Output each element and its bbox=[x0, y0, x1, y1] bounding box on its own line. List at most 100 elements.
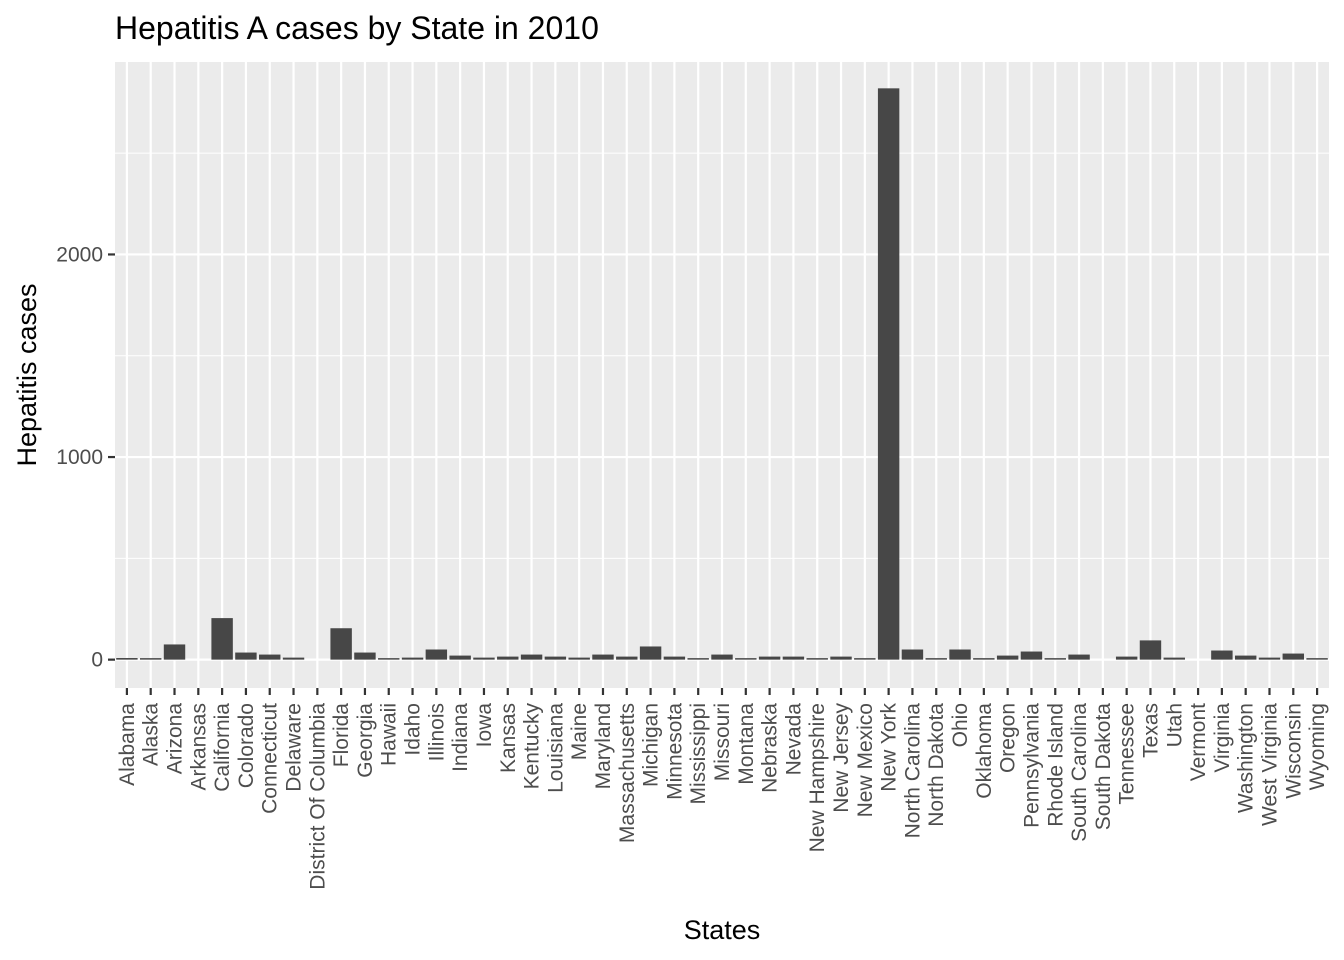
x-tick-label: Kentucky bbox=[521, 703, 544, 790]
y-tick-label: 2000 bbox=[56, 243, 103, 266]
x-tick-label: Florida bbox=[330, 703, 353, 768]
x-tick-label: Michigan bbox=[640, 703, 663, 787]
bar bbox=[544, 656, 567, 660]
bar bbox=[282, 657, 305, 660]
x-tick-label: Ohio bbox=[949, 703, 972, 747]
x-tick-label: West Virginia bbox=[1258, 703, 1281, 826]
x-tick-label: Pennsylvania bbox=[1020, 703, 1043, 828]
x-tick-label: California bbox=[211, 703, 234, 792]
y-axis-title: Hepatitis cases bbox=[12, 283, 42, 466]
bar bbox=[830, 656, 852, 660]
x-tick-label: Louisiana bbox=[544, 703, 567, 793]
x-tick-label: Maine bbox=[568, 703, 591, 760]
x-tick-label: Nebraska bbox=[759, 703, 782, 793]
chart-title: Hepatitis A cases by State in 2010 bbox=[115, 10, 599, 46]
bar bbox=[782, 656, 805, 660]
x-tick-label: Alaska bbox=[140, 703, 163, 766]
bar bbox=[1068, 654, 1090, 660]
x-tick-label: Nevada bbox=[782, 703, 805, 776]
bar bbox=[1258, 657, 1281, 660]
bar bbox=[163, 644, 186, 660]
x-tick-label: Kansas bbox=[497, 703, 520, 773]
bar bbox=[1306, 658, 1328, 660]
bar bbox=[401, 657, 424, 660]
x-axis-title: States bbox=[684, 915, 761, 945]
bar bbox=[259, 654, 281, 660]
bar bbox=[473, 657, 495, 660]
x-tick-label: Delaware bbox=[283, 703, 306, 792]
bar bbox=[449, 655, 471, 660]
x-tick-label: South Dakota bbox=[1092, 703, 1115, 831]
bar bbox=[425, 649, 448, 660]
x-tick-label: Wisconsin bbox=[1282, 703, 1305, 799]
x-tick-label: Arizona bbox=[164, 703, 187, 775]
x-tick-label: Colorado bbox=[235, 703, 258, 788]
x-tick-label: Connecticut bbox=[259, 703, 282, 814]
x-tick-label: Oregon bbox=[997, 703, 1020, 773]
bar bbox=[592, 654, 614, 660]
x-axis: Alabama Alaska Arizona Arkansas California Co… bbox=[116, 688, 1329, 890]
bar bbox=[1139, 640, 1162, 660]
x-tick-label: Massachusetts bbox=[616, 703, 639, 843]
x-tick-label: New Hampshire bbox=[806, 703, 829, 852]
x-tick-label: Maryland bbox=[592, 703, 615, 789]
bars bbox=[116, 88, 1328, 660]
bar bbox=[925, 658, 947, 660]
x-tick-label: Virginia bbox=[1211, 703, 1234, 773]
x-tick-label: District Of Columbia bbox=[306, 703, 329, 890]
x-tick-label: Texas bbox=[1139, 703, 1162, 758]
bar bbox=[1211, 650, 1233, 660]
bar bbox=[639, 646, 662, 660]
bar bbox=[973, 658, 995, 660]
bar bbox=[663, 656, 686, 660]
x-tick-label: North Dakota bbox=[925, 703, 948, 827]
bar bbox=[901, 649, 924, 660]
bar bbox=[1282, 653, 1305, 660]
x-tick-label: Arkansas bbox=[187, 703, 210, 791]
bar bbox=[735, 658, 757, 660]
x-tick-label: Oklahoma bbox=[973, 703, 996, 799]
x-tick-label: Rhode Island bbox=[1044, 703, 1067, 827]
bar bbox=[497, 656, 519, 660]
x-tick-label: Vermont bbox=[1187, 703, 1210, 781]
bar bbox=[330, 628, 352, 660]
x-tick-label: Washington bbox=[1235, 703, 1258, 813]
x-tick-label: Indiana bbox=[449, 703, 472, 772]
bar bbox=[616, 656, 638, 660]
x-tick-label: Alabama bbox=[116, 703, 139, 786]
bar bbox=[758, 656, 781, 660]
x-tick-label: Illinois bbox=[425, 703, 448, 761]
x-tick-label: New Jersey bbox=[830, 703, 853, 813]
x-tick-label: Missouri bbox=[711, 703, 734, 781]
bar bbox=[235, 652, 257, 660]
x-tick-label: New Mexico bbox=[854, 703, 877, 817]
bar bbox=[378, 658, 400, 660]
bar bbox=[139, 658, 162, 660]
bar bbox=[949, 649, 971, 660]
x-tick-label: Iowa bbox=[473, 703, 496, 748]
bar bbox=[687, 658, 709, 660]
bar bbox=[1115, 656, 1138, 660]
x-tick-label: Hawaii bbox=[378, 703, 401, 766]
x-tick-label: Tennessee bbox=[1116, 703, 1139, 805]
bar bbox=[996, 655, 1019, 660]
bar bbox=[116, 658, 138, 660]
y-axis: 0 1000 2000 bbox=[56, 243, 115, 672]
x-tick-label: New York bbox=[878, 703, 901, 792]
x-tick-label: Mississippi bbox=[687, 703, 710, 805]
bar bbox=[568, 657, 590, 660]
x-tick-label: South Carolina bbox=[1068, 703, 1091, 842]
bar bbox=[1163, 657, 1185, 660]
bar bbox=[877, 88, 900, 660]
y-tick-label: 1000 bbox=[56, 446, 103, 469]
bar bbox=[806, 658, 828, 660]
bar bbox=[711, 654, 733, 660]
x-tick-label: Idaho bbox=[402, 703, 425, 756]
bar bbox=[1044, 658, 1066, 660]
x-tick-label: Wyoming bbox=[1306, 703, 1329, 790]
x-tick-label: Minnesota bbox=[663, 703, 686, 800]
bar bbox=[1234, 655, 1257, 660]
y-tick-label: 0 bbox=[91, 649, 103, 672]
x-tick-label: Georgia bbox=[354, 703, 377, 778]
